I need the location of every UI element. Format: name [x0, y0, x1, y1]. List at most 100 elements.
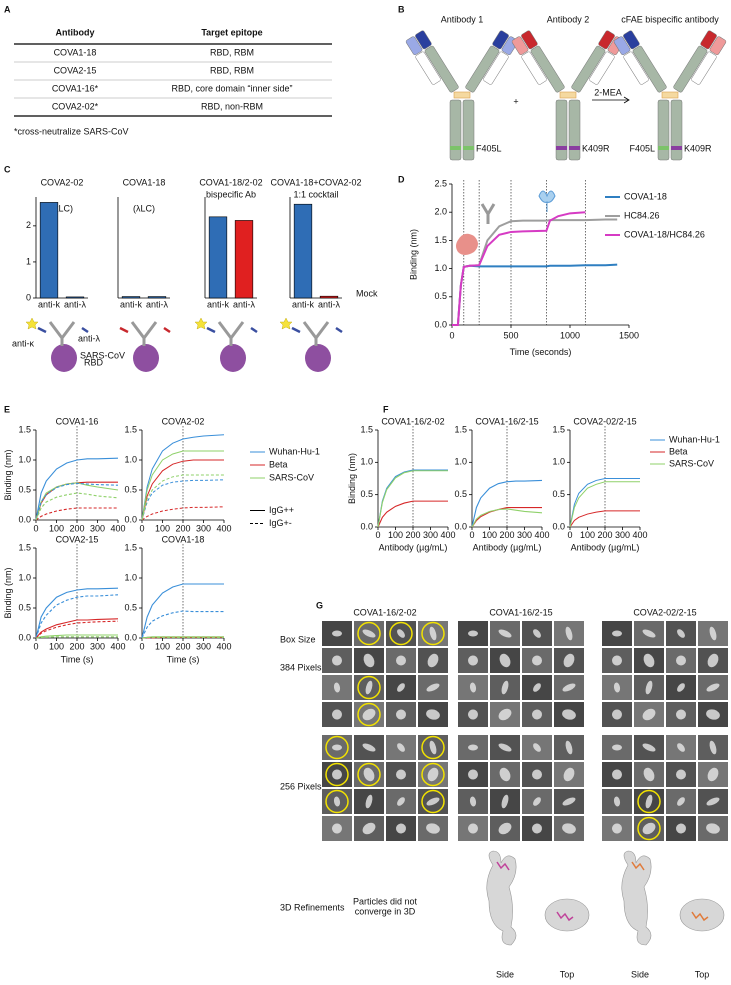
particle	[332, 655, 342, 666]
chart-title: COVA2-02/2-15	[573, 416, 636, 426]
particle	[612, 630, 622, 637]
y-tick-label: 1.5	[124, 542, 137, 552]
mutation-label: K409R	[582, 143, 610, 153]
variable-domain	[700, 30, 717, 50]
antibody-cartoon	[217, 321, 245, 346]
particle	[642, 708, 656, 721]
chart-title: COVA1-18	[162, 534, 205, 544]
heavy-chain	[465, 45, 500, 93]
y-tick-label: 0.0	[18, 632, 31, 642]
light-chain	[483, 51, 509, 85]
y-tick-label: 2.0	[434, 207, 447, 217]
mutation-band	[450, 146, 461, 150]
series-line	[141, 450, 224, 521]
particle	[498, 629, 512, 638]
mutation-label: K409R	[684, 143, 712, 153]
legend-label: SARS-CoV	[269, 472, 314, 482]
table-footnote: *cross-neutralize SARS-CoV	[14, 126, 129, 136]
heavy-chain	[571, 45, 606, 93]
y-tick-label: 0.5	[360, 489, 373, 499]
bar	[234, 220, 254, 299]
density-top	[544, 898, 590, 932]
y-tick-label: 1.0	[18, 572, 31, 582]
particle	[612, 823, 622, 834]
y-tick-label: 0.0	[124, 514, 137, 524]
particle	[499, 767, 511, 782]
particle	[468, 709, 479, 720]
density-side-glyco	[631, 861, 645, 871]
particle	[642, 743, 656, 752]
particle	[677, 743, 685, 752]
mutation-band	[556, 146, 567, 150]
annotation: Mock	[356, 288, 378, 298]
mutation-band	[463, 146, 474, 150]
particle	[706, 797, 720, 806]
x-tick-label: 100	[155, 642, 170, 652]
fab-arm	[673, 30, 727, 93]
x-tick-label: 100	[155, 524, 170, 534]
x-tick-label: 100	[49, 524, 64, 534]
x-tick-label: anti-λ	[318, 299, 341, 309]
particle	[396, 769, 406, 780]
particle	[645, 794, 653, 809]
panel-label: F	[383, 404, 389, 414]
particle	[397, 743, 405, 752]
particle	[676, 655, 686, 666]
x-tick-label: anti-λ	[64, 299, 87, 309]
particle	[612, 769, 622, 780]
particle	[706, 709, 720, 720]
legend-label: Beta	[269, 459, 288, 469]
plus-sign: +	[513, 96, 518, 106]
column-header: COVA2-02/2-15	[633, 607, 696, 617]
highlight-circle	[389, 621, 413, 646]
particle	[676, 769, 686, 780]
detector-antibody	[37, 326, 89, 334]
particle	[677, 683, 685, 692]
arrow-head	[623, 96, 630, 104]
y-tick-label: 1.5	[124, 424, 137, 434]
particle	[532, 655, 542, 666]
particle	[396, 823, 406, 834]
x-tick-label: 0	[139, 524, 144, 534]
particle	[499, 653, 511, 668]
y-tick-label: 2	[26, 220, 31, 230]
highlight-circle	[357, 762, 381, 787]
table-cell: COVA2-15	[54, 65, 97, 75]
antibody-icon	[480, 203, 496, 224]
particle	[562, 823, 576, 834]
particle	[563, 653, 575, 668]
particle	[562, 683, 576, 692]
particle	[709, 626, 717, 641]
particle	[533, 629, 541, 638]
star	[194, 317, 208, 330]
cartoon-label: anti-κ	[12, 338, 35, 348]
x-tick-label: 1500	[619, 331, 639, 341]
series-line	[377, 470, 448, 528]
fc-chain	[670, 99, 683, 161]
panel-label: E	[4, 404, 10, 414]
highlight-circle	[421, 621, 445, 646]
chart-title: COVA2-02	[41, 177, 84, 187]
y-tick-label: 0.0	[454, 521, 467, 531]
x-axis-title: Time (s)	[167, 655, 200, 665]
legend-label: Wuhan-Hu-1	[269, 446, 320, 456]
mutation-label: F405L	[476, 143, 502, 153]
detector-antibody	[119, 326, 171, 334]
particle	[645, 680, 653, 695]
particle	[397, 629, 405, 638]
detector-antibody	[291, 326, 343, 334]
series-line	[452, 263, 618, 326]
particle	[362, 708, 376, 721]
table-cell: RBD, RBM	[210, 47, 254, 57]
x-tick-label: 0	[33, 524, 38, 534]
x-tick-label: 1000	[560, 331, 580, 341]
series-line	[471, 508, 543, 528]
antibody-cartoon	[130, 321, 158, 346]
fc-chain	[462, 99, 475, 161]
y-tick-label: 1.5	[360, 424, 373, 434]
x-tick-label: 400	[110, 642, 125, 652]
table-cell: COVA1-16*	[52, 83, 99, 93]
particle	[498, 708, 512, 721]
series-line	[141, 506, 225, 521]
particle	[562, 709, 576, 720]
